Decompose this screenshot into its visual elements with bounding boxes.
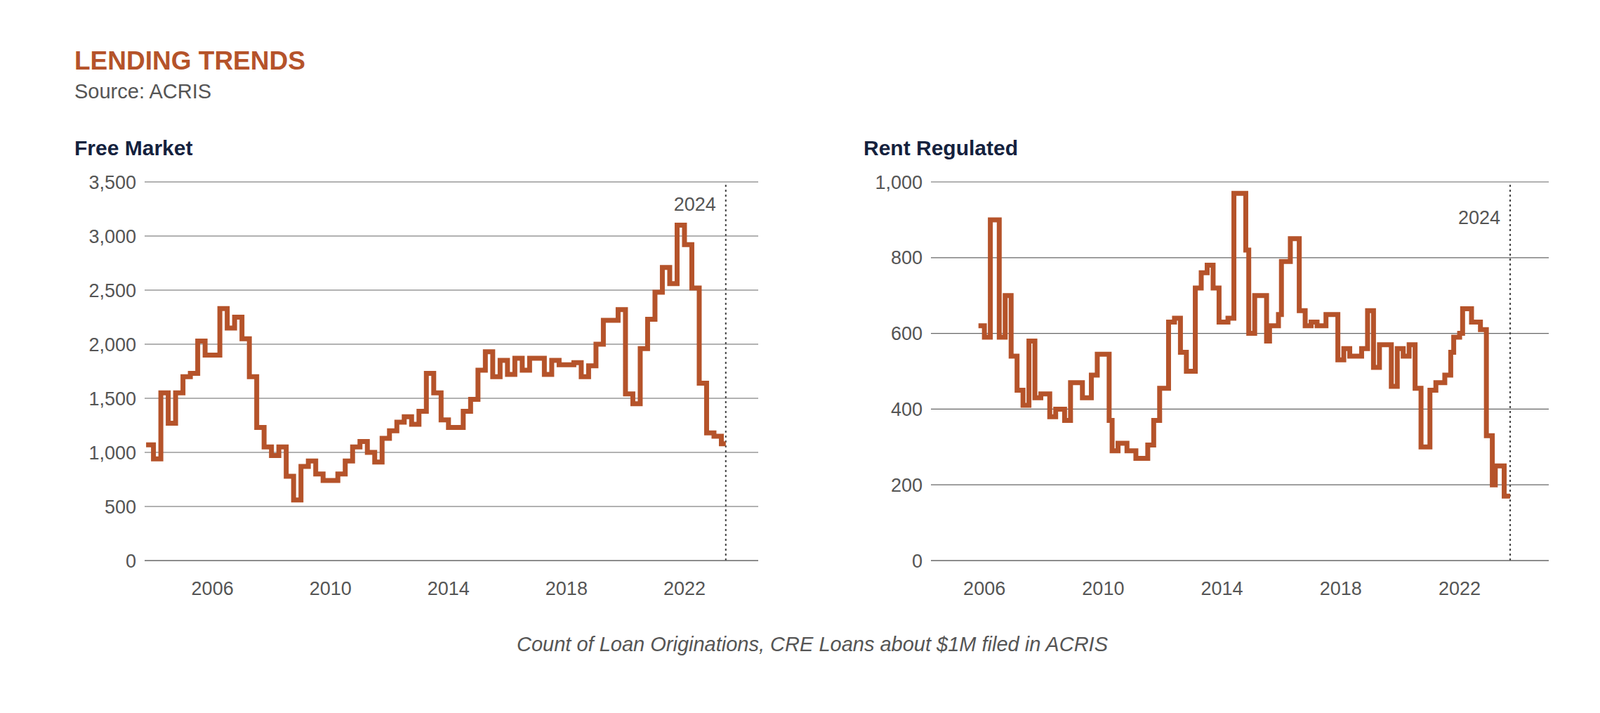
svg-text:500: 500	[104, 496, 137, 518]
svg-text:2006: 2006	[191, 577, 234, 599]
html-text:Rent Regulated: Rent Regulated	[863, 136, 1018, 160]
svg-text:2014: 2014	[427, 577, 470, 599]
svg-text:2010: 2010	[309, 577, 352, 599]
html-text:Source: ACRIS: Source: ACRIS	[74, 80, 212, 103]
svg-text:2018: 2018	[1319, 577, 1363, 599]
svg-text:400: 400	[890, 398, 923, 420]
svg-text:3,000: 3,000	[88, 226, 137, 248]
html-text:Count of Loan Originations, CR: Count of Loan Originations, CRE Loans ab…	[516, 632, 1108, 656]
html-text:Free Market: Free Market	[74, 136, 193, 160]
svg-text:2022: 2022	[1438, 577, 1481, 599]
svg-text:2010: 2010	[1081, 577, 1125, 599]
html-text:LENDING TRENDS: LENDING TRENDS	[74, 46, 306, 76]
svg-text:2024: 2024	[1458, 207, 1501, 229]
svg-text:2018: 2018	[545, 577, 588, 599]
svg-text:800: 800	[890, 247, 923, 269]
svg-text:1,000: 1,000	[88, 442, 137, 464]
svg-text:600: 600	[890, 322, 923, 345]
svg-text:2024: 2024	[673, 193, 717, 215]
svg-text:2006: 2006	[963, 577, 1006, 599]
svg-text:1,500: 1,500	[88, 388, 137, 410]
svg-text:2,000: 2,000	[88, 334, 137, 356]
svg-text:2,500: 2,500	[88, 280, 137, 302]
svg-text:3,500: 3,500	[88, 172, 137, 194]
svg-text:0: 0	[125, 550, 137, 572]
svg-text:200: 200	[890, 474, 923, 496]
svg-text:2022: 2022	[663, 577, 706, 599]
svg-text:0: 0	[911, 550, 923, 572]
svg-text:1,000: 1,000	[874, 172, 923, 194]
svg-text:2014: 2014	[1201, 577, 1244, 599]
